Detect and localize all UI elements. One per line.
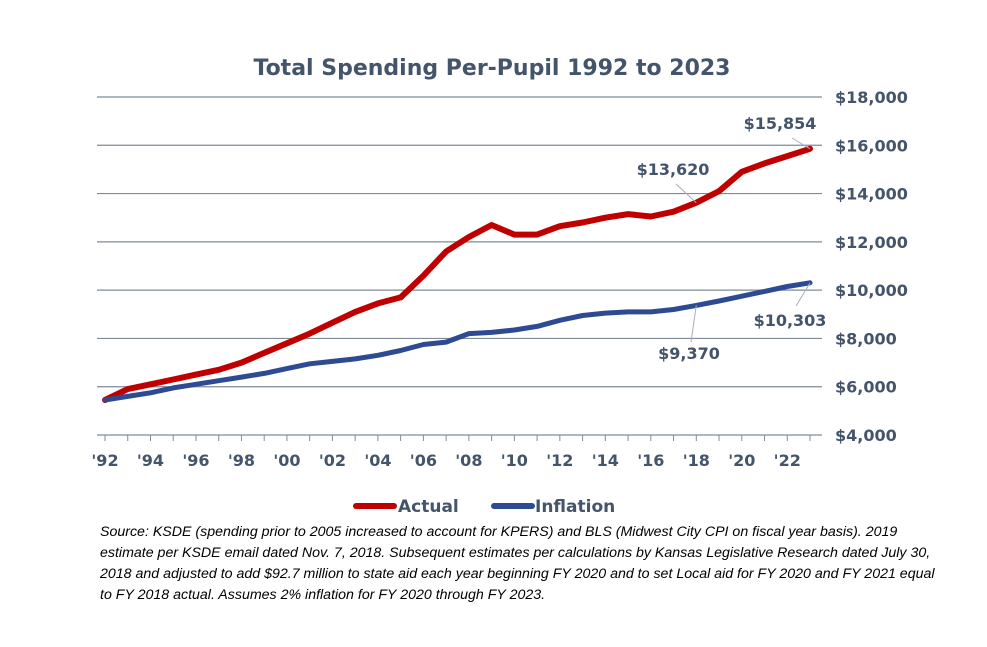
legend: Actual Inflation xyxy=(353,497,615,517)
data-label: $10,303 xyxy=(754,311,827,330)
y-axis-ticks: $4,000 $6,000 $8,000 $10,000 $12,000 $14,000 $… xyxy=(835,88,908,445)
x-tick-label: '08 xyxy=(455,451,482,470)
data-label-leader xyxy=(690,305,697,343)
legend-label-inflation: Inflation xyxy=(535,497,615,517)
legend-label-actual: Actual xyxy=(398,497,459,517)
data-label-leader xyxy=(791,137,811,150)
data-label-leader xyxy=(795,282,811,307)
x-tick-label: '96 xyxy=(182,451,209,470)
chart-title: Total Spending Per-Pupil 1992 to 2023 xyxy=(253,56,730,81)
series-line-actual xyxy=(102,145,813,403)
x-tick-label: '18 xyxy=(683,451,710,470)
x-tick-label: '04 xyxy=(364,451,391,470)
source-note: Source: KSDE (spending prior to 2005 inc… xyxy=(100,524,935,603)
y-tick-label: $14,000 xyxy=(835,185,908,204)
x-tick-label: '92 xyxy=(91,451,118,470)
series-line-inflation xyxy=(102,280,813,403)
x-tick-label: '12 xyxy=(546,451,573,470)
x-tick-label: '06 xyxy=(410,451,437,470)
x-tick-label: '10 xyxy=(501,451,528,470)
x-tick-label: '16 xyxy=(637,451,664,470)
y-tick-label: $4,000 xyxy=(835,426,897,445)
data-label: $9,370 xyxy=(658,344,720,363)
x-tick-label: '02 xyxy=(319,451,346,470)
x-tick-label: '94 xyxy=(137,451,164,470)
x-tick-label: '20 xyxy=(728,451,755,470)
y-tick-label: $12,000 xyxy=(835,233,908,252)
series-lines xyxy=(102,145,813,403)
y-tick-label: $16,000 xyxy=(835,136,908,155)
data-label: $15,854 xyxy=(744,114,817,133)
x-tick-label: '22 xyxy=(774,451,801,470)
x-tick-label: '00 xyxy=(273,451,300,470)
x-tick-label: '98 xyxy=(228,451,255,470)
y-tick-label: $10,000 xyxy=(835,281,908,300)
y-tick-label: $8,000 xyxy=(835,329,897,348)
x-axis: '92 '94 '96 '98 '00 '02 '04 '06 '08 '10 '12 '14 '16 '… xyxy=(91,434,822,470)
y-tick-label: $18,000 xyxy=(835,88,908,107)
y-tick-label: $6,000 xyxy=(835,378,897,397)
data-label: $13,620 xyxy=(637,160,710,179)
data-label-leader xyxy=(675,183,697,204)
data-labels: $15,854 $13,620 $9,370 $10,303 xyxy=(637,114,827,363)
x-tick-label: '14 xyxy=(592,451,619,470)
